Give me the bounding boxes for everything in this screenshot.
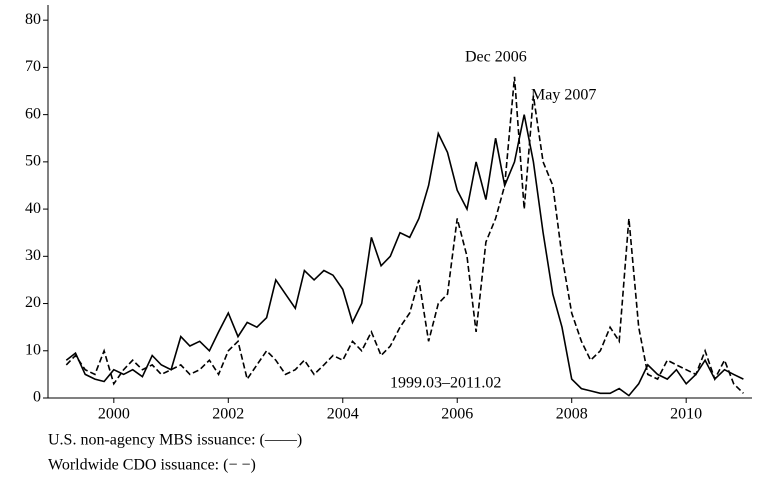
x-tick-label: 2002 [212,406,244,423]
y-tick-label: 40 [25,200,41,217]
data-line [65,114,744,397]
x-tick-label: 2004 [327,406,359,423]
y-tick-label: 10 [25,341,41,358]
annotation: May 2007 [531,87,596,104]
annotation: Dec 2006 [465,49,527,66]
annotation: 1999.03–2011.02 [390,375,501,392]
x-tick-label: 2010 [670,406,702,423]
y-tick-label: 70 [25,58,41,75]
x-tick-label: 2000 [98,406,130,423]
y-tick-label: 60 [25,105,41,122]
x-tick-label: 2008 [556,406,588,423]
y-tick-label: 0 [33,389,41,406]
y-tick-label: 20 [25,294,41,311]
legend-entry: U.S. non-agency MBS issuance: (——) [48,432,302,449]
y-tick-label: 80 [25,11,41,28]
x-tick-label: 2006 [441,406,473,423]
y-tick-label: 50 [25,153,41,170]
legend-entry: Worldwide CDO issuance: (− −) [48,457,256,474]
data-line [65,76,744,394]
y-tick-label: 30 [25,247,41,264]
